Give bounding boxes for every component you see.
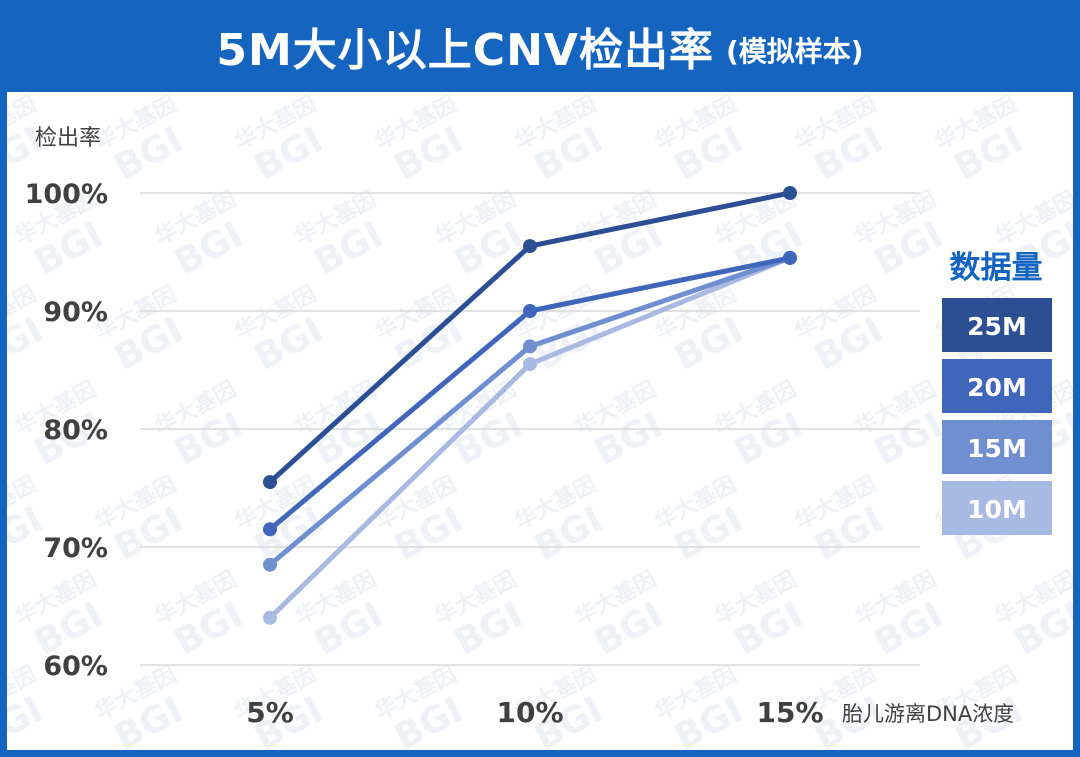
y-axis-label: 检出率 [35,126,101,151]
data-point-15M [523,339,537,354]
data-point-25M [783,186,797,200]
legend-label: 10M [967,495,1027,524]
legend-swatch [942,298,1052,352]
data-point-10M [523,357,537,372]
legend-swatch [942,420,1052,474]
y-tick-label: 60% [43,651,108,682]
legend-swatch [942,359,1052,413]
x-axis-label: 胎儿游离DNA浓度 [842,702,1014,726]
watermark-text: 华大基因 [1071,91,1080,155]
legend-label: 20M [967,373,1027,402]
watermark-text: 华大基因 [1071,661,1080,725]
legend-title: 数据量 [950,250,1043,286]
x-tick-label: 10% [496,696,563,729]
axis-layer: 60% 70% 80% 90% 100% 检出率 5% 10% 15% 胎儿游离DNA浓度 [25,126,1015,729]
legend-label: 25M [967,312,1027,341]
x-tick-label: 15% [756,696,823,729]
chart-title: 5M大小以上CNV检出率 [216,25,714,76]
data-point-25M [263,475,277,490]
y-tick-label: 80% [43,415,108,446]
data-point-20M [523,304,537,318]
data-point-20M [263,522,277,537]
series-layer [263,186,797,625]
data-point-25M [523,239,537,254]
data-point-10M [263,610,277,625]
watermark-text: 华大基因 [1071,281,1080,345]
grid-layer [140,192,920,666]
legend-swatch [942,481,1052,535]
chart-subtitle: (模拟样本) [725,35,864,68]
y-tick-label: 70% [43,533,108,564]
y-tick-label: 100% [25,179,108,210]
y-tick-label: 90% [43,297,108,328]
x-tick-label: 5% [246,696,294,729]
title-bar: 5M大小以上CNV检出率 (模拟样本) [7,0,1073,92]
legend-label: 15M [967,434,1027,463]
legend-layer: 数据量 25M 20M 15M 10M [942,250,1052,535]
data-point-20M [783,250,797,265]
data-point-15M [263,557,277,572]
watermark-text: 华大基因 [1071,471,1080,535]
